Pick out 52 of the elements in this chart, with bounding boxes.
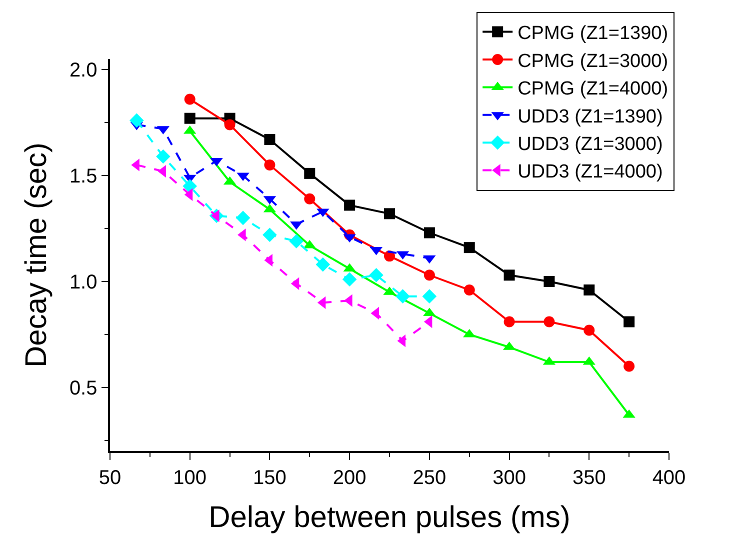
point [544, 276, 555, 287]
x-tick-label: 350 [572, 466, 606, 489]
legend-label: CPMG (Z1=3000) [518, 50, 668, 72]
point [262, 228, 277, 242]
point [344, 200, 356, 211]
point [584, 324, 595, 336]
point [504, 270, 515, 281]
point [316, 257, 330, 272]
x-tick-label: 100 [173, 466, 207, 489]
point [156, 149, 170, 164]
point [182, 178, 198, 194]
x-tick-label: 300 [492, 466, 526, 489]
y-tick-label: 2.0 [69, 60, 98, 82]
point [236, 210, 250, 226]
y-tick-label: 1.0 [69, 271, 98, 294]
x-tick-label: 150 [253, 466, 286, 489]
legend-label: UDD3 (Z1=3000) [518, 134, 663, 156]
x-tick-label: 200 [332, 466, 366, 489]
point [624, 316, 635, 328]
x-tick-label: 50 [98, 466, 122, 489]
point [464, 242, 475, 254]
point [184, 112, 196, 124]
point [289, 234, 304, 248]
x-tick-label: 400 [652, 466, 686, 489]
point [422, 289, 437, 304]
point [504, 316, 515, 328]
point [584, 284, 595, 296]
x-tick-label: 250 [412, 466, 446, 489]
y-tick-label: 1.5 [69, 166, 98, 188]
point [369, 268, 384, 282]
point [224, 119, 236, 130]
point [130, 113, 144, 128]
legend-label: UDD3 (Z1=4000) [518, 162, 663, 183]
point [264, 159, 276, 170]
point [544, 316, 555, 328]
point [304, 193, 316, 204]
point [396, 289, 410, 304]
point [464, 284, 475, 296]
point [264, 134, 276, 146]
legend-label: UDD3 (Z1=1390) [518, 106, 663, 128]
point [304, 168, 316, 179]
x-axis-title: Delay between pulses (ms) [208, 500, 570, 534]
point [424, 227, 435, 238]
legend-label: CPMG (Z1=4000) [518, 78, 668, 100]
legend-label: CPMG (Z1=1390) [518, 23, 668, 44]
point [384, 208, 395, 220]
point [424, 270, 435, 281]
point [342, 272, 357, 287]
point [184, 94, 196, 105]
y-axis-title: Decay time (sec) [20, 142, 53, 368]
y-tick-label: 0.5 [69, 377, 98, 400]
point [624, 360, 635, 372]
